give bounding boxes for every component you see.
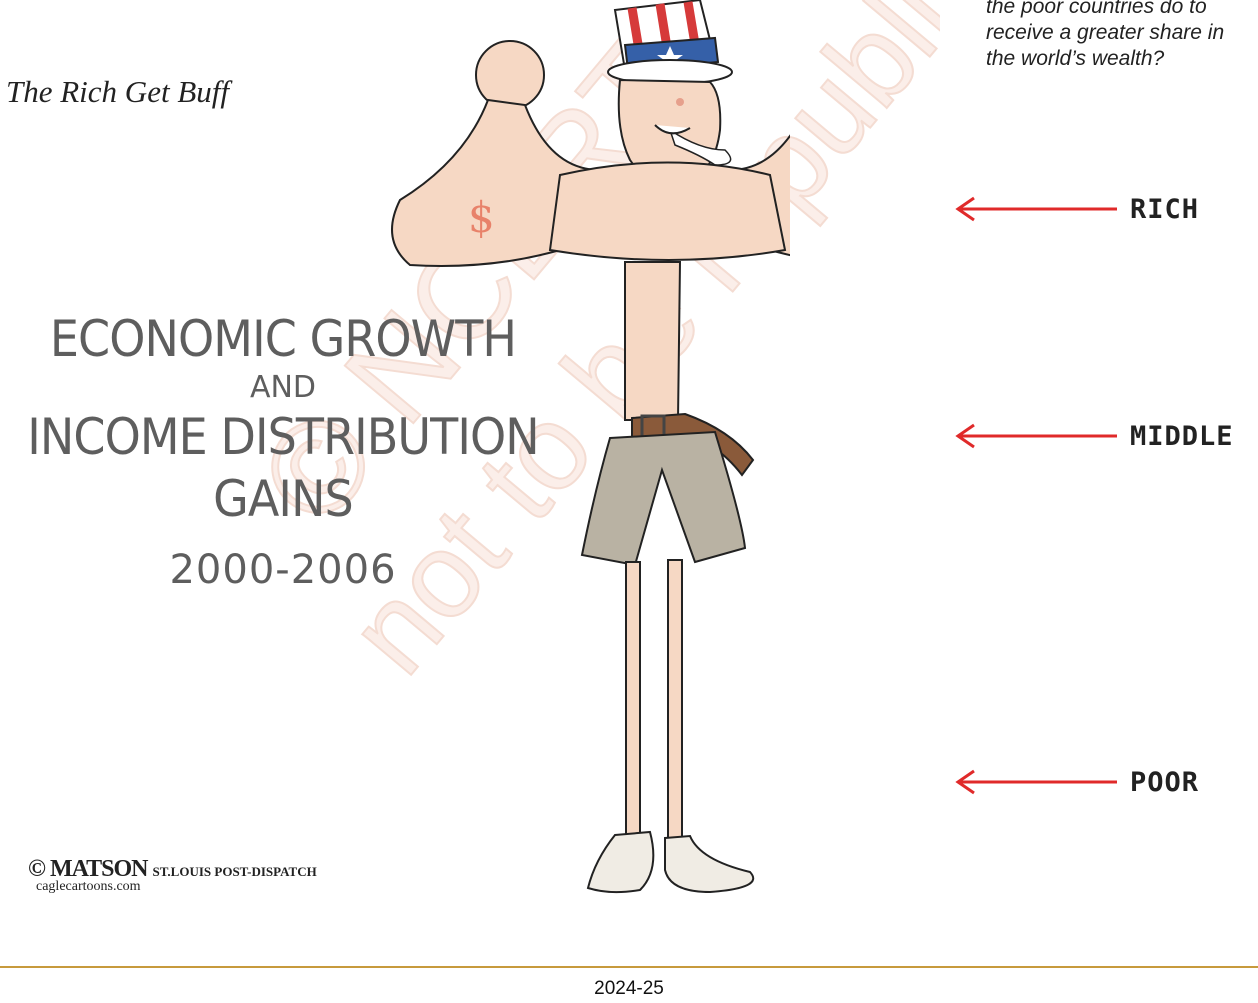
newspaper-name: ST.LOUIS POST-DISPATCH [152,864,317,879]
headline-years: 2000-2006 [169,547,397,593]
arrow-label-rich: RICH [1130,194,1200,225]
headline-line-3: INCOME DISTRIBUTION [27,408,539,466]
left-arrow-icon [955,196,1117,222]
headline-line-4: GAINS [213,470,354,528]
question-line: receive a greater share in [986,21,1225,44]
cartoonist-credit: © MATSON ST.LOUIS POST-DISPATCH caglecar… [28,856,317,894]
question-line: the poor countries do to [986,0,1207,18]
cartoon-headline: ECONOMIC GROWTH AND INCOME DISTRIBUTION … [0,308,566,600]
arrow-middle: MIDDLE [952,421,1252,452]
footer-rule [0,966,1258,968]
headline-line-1: ECONOMIC GROWTH [49,310,517,368]
left-arrow-icon [955,423,1117,449]
top-hat-icon [607,0,733,85]
dollar-tattoo-left-icon: $ [468,193,495,242]
question-line: the world’s wealth? [986,47,1165,70]
arrow-rich: RICH [952,194,1252,225]
discussion-question: the poor countries do to receive a great… [986,0,1258,72]
uncle-sam-figure: $ $ [391,0,790,894]
left-arrow-icon [955,769,1117,795]
artist-signature: MATSON [49,856,149,882]
arrow-poor: POOR [952,767,1252,798]
footer-year: 2024-25 [594,978,664,999]
cartoon-caption-title: The Rich Get Buff [6,74,229,109]
headline-and: AND [249,370,317,405]
arrow-label-poor: POOR [1130,767,1200,798]
credit-site: caglecartoons.com [36,879,141,894]
arrow-label-middle: MIDDLE [1130,421,1234,452]
